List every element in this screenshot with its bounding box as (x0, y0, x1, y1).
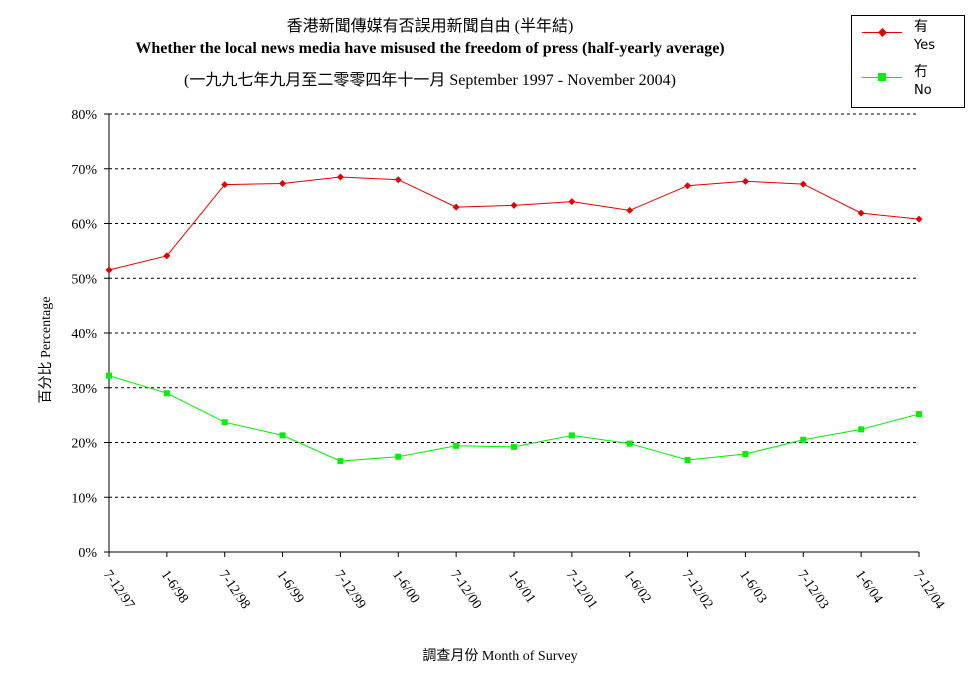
x-tick-label: 7-12/97 (100, 568, 137, 612)
y-tick-label: 80% (71, 108, 97, 123)
x-tick-label: 1-6/00 (389, 568, 422, 607)
legend-label-no-en: No (914, 83, 932, 98)
data-point-yes (105, 266, 113, 274)
data-point-no (916, 411, 922, 418)
y-tick-label: 50% (71, 272, 97, 287)
legend-marker-no-icon (878, 73, 886, 81)
data-point-yes (279, 180, 287, 188)
data-point-yes (799, 180, 807, 188)
data-point-yes (336, 173, 344, 181)
legend-label-yes: 有 (914, 19, 928, 35)
data-point-no (511, 443, 517, 450)
x-tick-label: 7-12/03 (794, 568, 831, 612)
legend-marker-yes-icon (878, 28, 887, 37)
y-tick-label: 10% (71, 491, 97, 506)
data-point-yes (684, 182, 692, 190)
data-point-no (221, 419, 228, 426)
y-tick-label: 20% (71, 437, 97, 452)
x-axis-label: 調查月份 Month of Survey (422, 649, 578, 664)
data-point-no (568, 432, 575, 439)
x-tick-label: 7-12/98 (215, 568, 252, 612)
data-point-yes (568, 198, 576, 206)
legend-label-yes-en: Yes (914, 38, 935, 53)
chart-title: 香港新聞傳媒有否誤用新聞自由 (半年結) (286, 18, 574, 35)
x-tick-label: 7-12/04 (910, 568, 947, 612)
x-tick-label: 7-12/00 (447, 568, 484, 612)
x-tick-label: 1-6/02 (620, 568, 653, 607)
data-point-no (742, 450, 749, 457)
legend-item-yes: 有 Yes (852, 16, 964, 60)
x-tick-label: 7-12/99 (331, 568, 368, 612)
x-tick-label: 1-6/01 (505, 568, 538, 607)
x-tick-label: 1-6/03 (736, 568, 769, 607)
data-point-no (453, 442, 460, 449)
x-tick-label: 1-6/04 (852, 568, 885, 607)
data-point-no (395, 453, 402, 460)
y-axis-label: 百分比 Percentage (39, 296, 54, 404)
y-tick-label: 30% (71, 382, 97, 397)
data-point-yes (741, 177, 749, 185)
data-point-yes (915, 215, 923, 223)
data-point-no (106, 372, 112, 379)
x-tick-label: 7-12/01 (563, 568, 600, 612)
data-point-yes (163, 252, 171, 260)
legend-item-no: 冇 No (852, 61, 964, 105)
legend-label-no: 冇 (914, 64, 928, 80)
data-point-no (337, 458, 344, 465)
data-point-yes (394, 176, 402, 184)
x-tick-label: 7-12/02 (678, 568, 715, 612)
data-point-no (684, 457, 691, 464)
data-point-yes (626, 206, 634, 214)
data-point-no (163, 390, 170, 397)
data-point-yes (221, 181, 229, 189)
y-tick-label: 70% (71, 163, 97, 178)
chart-legend: 有 Yes 冇 No (851, 15, 965, 108)
x-tick-label: 1-6/99 (273, 568, 306, 607)
data-point-no (279, 432, 286, 439)
x-tick-label: 1-6/98 (158, 568, 191, 607)
chart-subtitle-period: (一九九七年九月至二零零四年十一月 September 1997 - Novem… (184, 72, 676, 89)
data-point-no (800, 436, 807, 443)
data-point-no (626, 440, 633, 447)
y-tick-label: 60% (71, 218, 97, 233)
data-point-yes (510, 201, 518, 209)
chart-subtitle: Whether the local news media have misuse… (135, 40, 725, 57)
data-point-yes (857, 209, 865, 217)
y-tick-label: 0% (78, 546, 97, 561)
data-point-yes (452, 203, 460, 211)
y-tick-label: 40% (71, 327, 97, 342)
data-point-no (858, 426, 865, 433)
